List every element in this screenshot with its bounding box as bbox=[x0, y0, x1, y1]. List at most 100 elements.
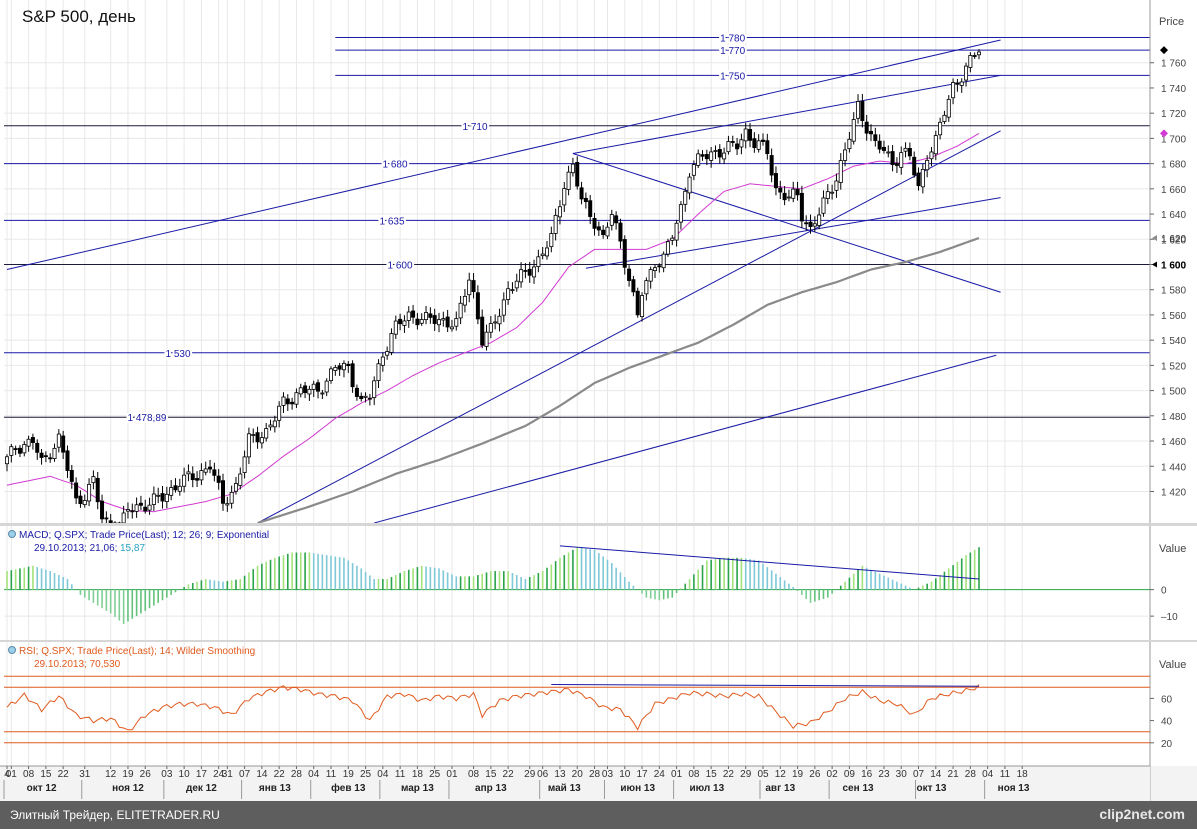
x-axis-day-label: 08 bbox=[23, 769, 35, 780]
candle bbox=[527, 261, 532, 283]
candle-body-down bbox=[398, 318, 403, 325]
candle bbox=[817, 207, 822, 230]
candle bbox=[225, 496, 230, 512]
candle bbox=[281, 392, 286, 413]
candle bbox=[212, 462, 217, 482]
candle-body-up bbox=[281, 396, 286, 406]
candle bbox=[782, 186, 787, 206]
candle bbox=[337, 362, 342, 376]
candle bbox=[484, 324, 489, 351]
candle-body-up bbox=[151, 493, 156, 505]
price-axis-label: 1 620 bbox=[1161, 235, 1186, 246]
candle-body-down bbox=[480, 316, 485, 346]
candle bbox=[294, 388, 299, 408]
candle-body-up bbox=[968, 55, 973, 68]
candle-body-down bbox=[588, 200, 593, 217]
candle-body-down bbox=[17, 447, 22, 454]
candle bbox=[208, 459, 213, 474]
rsi-line bbox=[6, 684, 980, 731]
candle-body-up bbox=[570, 163, 575, 174]
candle-body-up bbox=[259, 437, 264, 444]
candle bbox=[445, 309, 450, 332]
price-marker-diamond bbox=[1160, 46, 1168, 55]
candle-body-up bbox=[307, 388, 312, 395]
macd-readout-value: 15,87 bbox=[120, 543, 145, 554]
candle bbox=[268, 419, 273, 431]
candle-body-down bbox=[445, 316, 450, 328]
candle bbox=[778, 180, 783, 200]
x-axis-day-label: 07 bbox=[913, 769, 925, 780]
candle-body-up bbox=[272, 420, 277, 428]
candle bbox=[233, 476, 238, 495]
candle-body-down bbox=[877, 140, 882, 150]
x-axis-day-label: 17 bbox=[196, 769, 208, 780]
candle bbox=[380, 352, 385, 372]
candle-body-down bbox=[916, 172, 921, 187]
candle bbox=[203, 461, 208, 476]
candle-body-up bbox=[294, 392, 299, 405]
candle bbox=[899, 146, 904, 175]
candle bbox=[596, 221, 601, 237]
candle bbox=[959, 78, 964, 93]
price-marker-diamond bbox=[1160, 129, 1168, 138]
candle bbox=[700, 150, 705, 161]
candle bbox=[26, 435, 31, 452]
x-axis-day-label: 04 bbox=[377, 769, 389, 780]
candle-body-down bbox=[195, 478, 200, 481]
candle bbox=[74, 477, 79, 505]
candle bbox=[804, 215, 809, 231]
x-axis-day-label: 20 bbox=[572, 769, 584, 780]
candle bbox=[406, 306, 411, 328]
candle-body-up bbox=[665, 241, 670, 255]
candle bbox=[454, 311, 459, 331]
candle bbox=[389, 328, 394, 356]
candle bbox=[609, 209, 614, 231]
candle-body-up bbox=[843, 149, 848, 161]
candle bbox=[259, 431, 264, 449]
x-axis-day-label: 24 bbox=[213, 769, 225, 780]
candle bbox=[156, 487, 161, 504]
candle bbox=[856, 94, 861, 124]
candle-body-up bbox=[458, 302, 463, 319]
candle-body-down bbox=[627, 268, 632, 281]
candle bbox=[199, 463, 204, 486]
candle bbox=[722, 147, 727, 164]
level-line-label: 1 750 bbox=[720, 71, 745, 82]
candle bbox=[583, 192, 588, 209]
candle-body-up bbox=[328, 368, 333, 381]
candle-body-down bbox=[761, 139, 766, 142]
candle-body-up bbox=[946, 98, 951, 118]
candle-body-down bbox=[907, 148, 912, 157]
candle-body-down bbox=[596, 226, 601, 231]
candle-body-up bbox=[441, 318, 446, 321]
x-axis-day-label: 4 bbox=[4, 769, 10, 780]
candle bbox=[713, 145, 718, 160]
candle bbox=[48, 453, 53, 463]
candle-body-down bbox=[220, 480, 225, 504]
candle-body-down bbox=[74, 482, 79, 499]
pane-separator bbox=[0, 523, 1197, 526]
candle bbox=[579, 181, 584, 205]
x-axis-day-label: 18 bbox=[1017, 769, 1029, 780]
candle-body-up bbox=[791, 188, 796, 199]
candle-body-up bbox=[389, 333, 394, 353]
candle-body-down bbox=[881, 146, 886, 151]
candle-body-up bbox=[514, 280, 519, 289]
candle bbox=[341, 360, 346, 378]
candle-body-up bbox=[324, 380, 329, 393]
candle-body-down bbox=[782, 192, 787, 201]
x-axis-day-label: 26 bbox=[809, 769, 821, 780]
candle-body-up bbox=[493, 321, 498, 324]
candle bbox=[359, 392, 364, 402]
x-axis-month-label: ноя 12 bbox=[112, 783, 144, 794]
candle bbox=[346, 361, 351, 373]
x-axis-month-label: окт 13 bbox=[917, 783, 947, 794]
macd-axis-label: 0 bbox=[1161, 586, 1167, 597]
candle-body-up bbox=[393, 320, 398, 335]
x-axis-day-label: 02 bbox=[827, 769, 839, 780]
candle-body-down bbox=[735, 143, 740, 150]
candle bbox=[52, 443, 57, 462]
price-axis-title: Price bbox=[1159, 16, 1184, 28]
candle-body-up bbox=[532, 266, 537, 278]
price-axis-label: 1 660 bbox=[1161, 185, 1186, 196]
